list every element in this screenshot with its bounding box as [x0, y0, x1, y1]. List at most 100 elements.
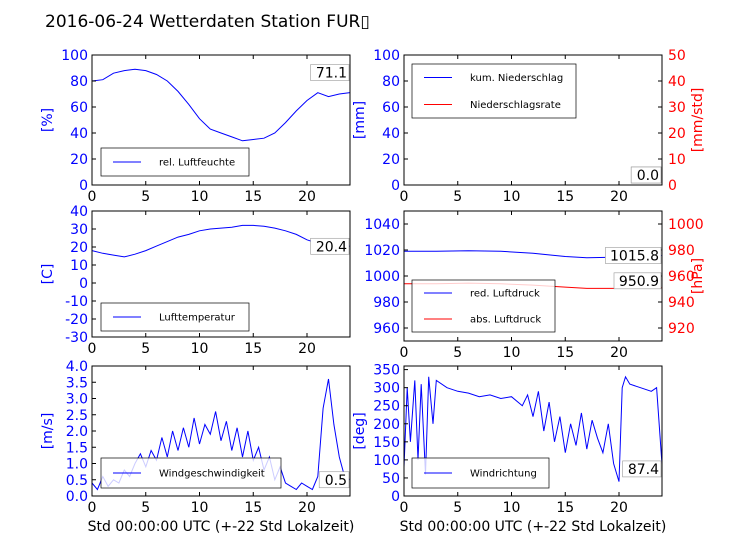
- y-tick-label-windspeed: 3.0: [66, 392, 88, 408]
- x-tick-label-temperature: 5: [141, 341, 150, 357]
- y-tick-label-winddirection: 100: [373, 453, 400, 469]
- y-tick-label-winddirection: 0: [391, 489, 400, 505]
- x-tick-label-windspeed: 0: [88, 500, 97, 516]
- y-tick-label-windspeed: 2.0: [66, 424, 88, 440]
- y-tick-label-winddirection: 300: [373, 381, 400, 397]
- legend-box-precipitation: [411, 63, 577, 119]
- legend-label-temperature: Lufttemperatur: [159, 313, 236, 324]
- y-axis-label-winddirection: [deg]: [352, 412, 368, 449]
- y-tick-label-temperature: 20: [70, 240, 88, 256]
- y-axis-label-windspeed: [m/s]: [40, 413, 56, 450]
- y-tick-label-temperature: -30: [65, 330, 88, 346]
- y-tick-label-precipitation: 60: [382, 100, 400, 116]
- panel-humidity: 0 5 10 15 20 0 20 40 60 80 100 [%] rel. Luftfeuchte 7…: [40, 48, 351, 205]
- series-line-humidity-0: [91, 68, 351, 142]
- x-axis-label-winddirection: Std 00:00:00 UTC (+-22 Std Lokalzeit): [400, 519, 667, 535]
- legend-label-humidity: rel. Luftfeuchte: [159, 158, 235, 169]
- y-tick-label-winddirection: 50: [382, 471, 400, 487]
- panel-pressure: 0 5 10 15 20 960 980 1000 1020 1040 920 940 960 980 10…: [364, 210, 706, 361]
- y2-axis-label-precipitation: [mm/std]: [690, 88, 706, 153]
- y-tick-label-windspeed: 0.5: [66, 473, 88, 489]
- y-tick-label-winddirection: 200: [373, 417, 400, 433]
- plot-frame-winddirection: [403, 365, 663, 497]
- y-tick-label-precipitation: 100: [373, 48, 400, 64]
- y-tick-label-humidity: 60: [70, 100, 88, 116]
- last-value-label-pressure: 1015.8: [610, 248, 659, 264]
- y-tick-label-precipitation: 0: [391, 178, 400, 194]
- y-tick-label-humidity: 0: [79, 178, 88, 194]
- y-tick-label-temperature: -10: [65, 294, 88, 310]
- legend-label-pressure: abs. Luftdruck: [470, 315, 541, 326]
- y-tick-label-temperature: -20: [65, 312, 88, 328]
- x-tick-label-temperature: 15: [244, 341, 262, 357]
- x-tick-label-precipitation: 10: [503, 189, 521, 205]
- x-tick-label-winddirection: 0: [400, 500, 409, 516]
- plot-frame-humidity: [91, 54, 351, 186]
- x-tick-label-humidity: 15: [244, 189, 262, 205]
- y-axis-label-humidity: [%]: [40, 108, 56, 132]
- y-axis-label-temperature: [C]: [40, 264, 56, 285]
- y-tick-label-precipitation: 80: [382, 74, 400, 90]
- x-tick-label-precipitation: 5: [453, 189, 462, 205]
- y-tick-label-windspeed: 3.5: [66, 375, 88, 391]
- y-tick-label-pressure: 1000: [364, 269, 400, 285]
- x-tick-label-winddirection: 5: [453, 500, 462, 516]
- figure-title: 2016-06-24 Wetterdaten Station FUR▯: [45, 12, 370, 32]
- y-tick-label-temperature: 0: [79, 276, 88, 292]
- x-tick-label-windspeed: 5: [141, 500, 150, 516]
- x-tick-label-humidity: 0: [88, 189, 97, 205]
- x-tick-label-precipitation: 20: [610, 189, 628, 205]
- y-axis-label-precipitation: [mm]: [352, 101, 368, 139]
- legend-box-pressure: [411, 279, 556, 333]
- x-tick-label-winddirection: 15: [556, 500, 574, 516]
- y-tick-label-temperature: 30: [70, 222, 88, 238]
- y2-tick-label-precipitation: 20: [668, 126, 686, 142]
- x-tick-label-temperature: 20: [298, 341, 316, 357]
- y-tick-label-winddirection: 250: [373, 399, 400, 415]
- y-tick-label-humidity: 100: [61, 48, 88, 64]
- last-value-label-humidity: 71.1: [316, 66, 347, 82]
- y-tick-label-humidity: 20: [70, 152, 88, 168]
- legend-label-precipitation: kum. Niederschlag: [470, 73, 563, 84]
- y-tick-label-humidity: 40: [70, 126, 88, 142]
- y-tick-label-windspeed: 2.5: [66, 408, 88, 424]
- y-tick-label-windspeed: 4.0: [66, 359, 88, 375]
- y-tick-label-temperature: 10: [70, 258, 88, 274]
- x-tick-label-pressure: 5: [453, 345, 462, 361]
- x-axis-label-windspeed: Std 00:00:00 UTC (+-22 Std Lokalzeit): [88, 519, 355, 535]
- y-tick-label-windspeed: 1.0: [66, 457, 88, 473]
- plot-frame-precipitation: [403, 54, 663, 186]
- x-tick-label-precipitation: 15: [556, 189, 574, 205]
- x-tick-label-humidity: 10: [191, 189, 209, 205]
- y-tick-label-pressure: 1020: [364, 243, 400, 259]
- last-value-box-precipitation: [630, 166, 662, 184]
- last-value-label-temperature: 20.4: [316, 239, 347, 255]
- y-tick-label-pressure: 960: [373, 321, 400, 337]
- x-tick-label-humidity: 5: [141, 189, 150, 205]
- x-tick-label-pressure: 20: [610, 345, 628, 361]
- legend-label-pressure: red. Luftdruck: [470, 289, 540, 300]
- y2-tick-label-pressure: 920: [668, 321, 695, 337]
- x-tick-label-windspeed: 20: [298, 500, 316, 516]
- x-tick-label-humidity: 20: [298, 189, 316, 205]
- legend-label-winddirection: Windrichtung: [470, 469, 537, 480]
- series-line-temperature-0: [91, 224, 351, 258]
- last-value-box-pressure: [613, 272, 662, 290]
- x-tick-label-pressure: 10: [503, 345, 521, 361]
- last-value-box-temperature: [310, 237, 350, 255]
- plot-frame-temperature: [91, 210, 351, 338]
- y2-tick-label-pressure: 1000: [668, 217, 704, 233]
- y-tick-label-pressure: 980: [373, 295, 400, 311]
- x-tick-label-precipitation: 0: [400, 189, 409, 205]
- last-value-label-pressure: 950.9: [619, 274, 659, 290]
- last-value-label-precipitation: 0.0: [637, 168, 659, 184]
- x-tick-label-pressure: 15: [556, 345, 574, 361]
- y2-tick-label-pressure: 960: [668, 269, 695, 285]
- y-tick-label-windspeed: 0.0: [66, 489, 88, 505]
- x-tick-label-windspeed: 15: [244, 500, 262, 516]
- last-value-label-winddirection: 87.4: [628, 462, 659, 478]
- x-tick-label-pressure: 0: [400, 345, 409, 361]
- y-tick-label-windspeed: 1.5: [66, 440, 88, 456]
